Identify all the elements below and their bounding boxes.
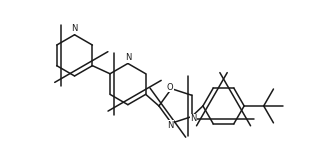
Text: O: O [167,83,174,92]
Text: N: N [190,114,196,123]
Text: N: N [71,24,78,33]
Text: N: N [167,121,173,130]
Text: N: N [125,53,131,62]
